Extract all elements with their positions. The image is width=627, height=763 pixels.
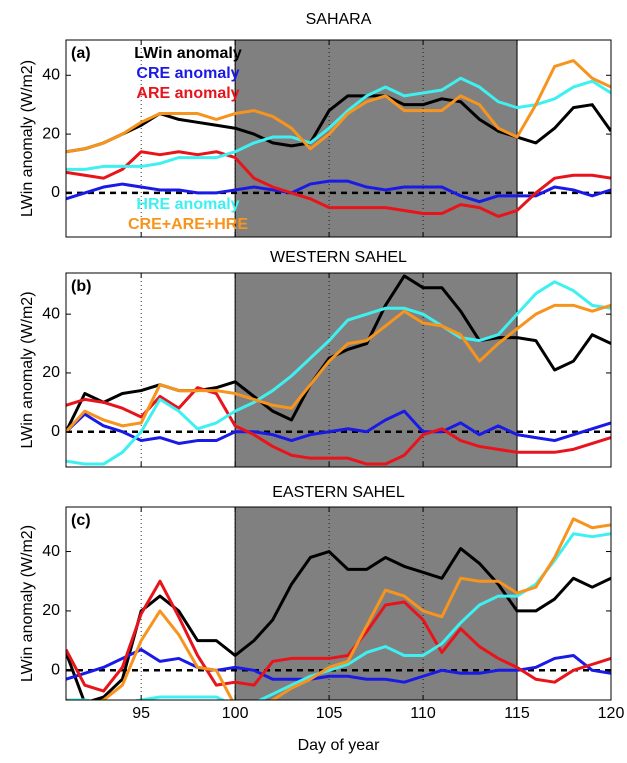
y-axis-label: LWin anomaly (W/m2) <box>19 291 36 448</box>
panel-label: (c) <box>71 512 91 529</box>
series-line <box>66 76 611 171</box>
series-line <box>66 579 611 693</box>
legend-label: CRE anomaly <box>136 65 239 82</box>
series-line <box>66 150 611 218</box>
series-line <box>66 547 611 700</box>
y-axis-label: LWin anomaly (W/m2) <box>19 525 36 682</box>
y-tick-label: 20 <box>42 125 60 142</box>
panel-title: EASTERN SAHEL <box>272 484 405 501</box>
x-tick-label: 95 <box>132 705 150 722</box>
x-tick-label: 105 <box>316 705 343 722</box>
y-tick-label: 20 <box>42 364 60 381</box>
series-line <box>66 303 611 433</box>
panel-label: (a) <box>71 45 91 62</box>
series-line <box>66 409 611 445</box>
legend-label: LWin anomaly <box>134 45 242 62</box>
y-tick-label: 0 <box>51 423 60 440</box>
panel-label: (b) <box>71 278 91 295</box>
plot-frame <box>65 272 612 468</box>
y-tick-label: 40 <box>42 305 60 322</box>
panel-title: WESTERN SAHEL <box>270 249 407 266</box>
panel-title: SAHARA <box>306 11 372 28</box>
series-line <box>66 59 611 154</box>
y-tick-label: 0 <box>51 184 60 201</box>
y-tick-label: 20 <box>42 602 60 619</box>
legend-label: HRE anomaly <box>136 196 239 213</box>
series-line <box>66 280 611 466</box>
plot-frame <box>65 506 612 701</box>
plot <box>66 507 611 700</box>
plot-frame <box>65 39 612 238</box>
x-tick-label: 100 <box>222 705 249 722</box>
y-axis-label: LWin anomaly (W/m2) <box>19 60 36 217</box>
x-tick-label: 110 <box>410 705 436 722</box>
legend-label: ARE anomaly <box>136 85 239 102</box>
plot <box>66 40 611 237</box>
series-line <box>66 386 611 466</box>
series-line <box>66 517 611 700</box>
plot <box>66 273 611 467</box>
y-tick-label: 0 <box>51 662 60 679</box>
legend-label: CRE+ARE+HRE <box>128 216 248 233</box>
x-tick-label: 120 <box>598 705 625 722</box>
x-tick-label: 115 <box>504 705 530 722</box>
x-axis-label: Day of year <box>298 737 380 754</box>
series-line <box>66 532 611 700</box>
series-line <box>66 179 611 204</box>
y-tick-label: 40 <box>42 543 60 560</box>
shaded-period <box>235 273 518 467</box>
y-tick-label: 40 <box>42 67 60 84</box>
